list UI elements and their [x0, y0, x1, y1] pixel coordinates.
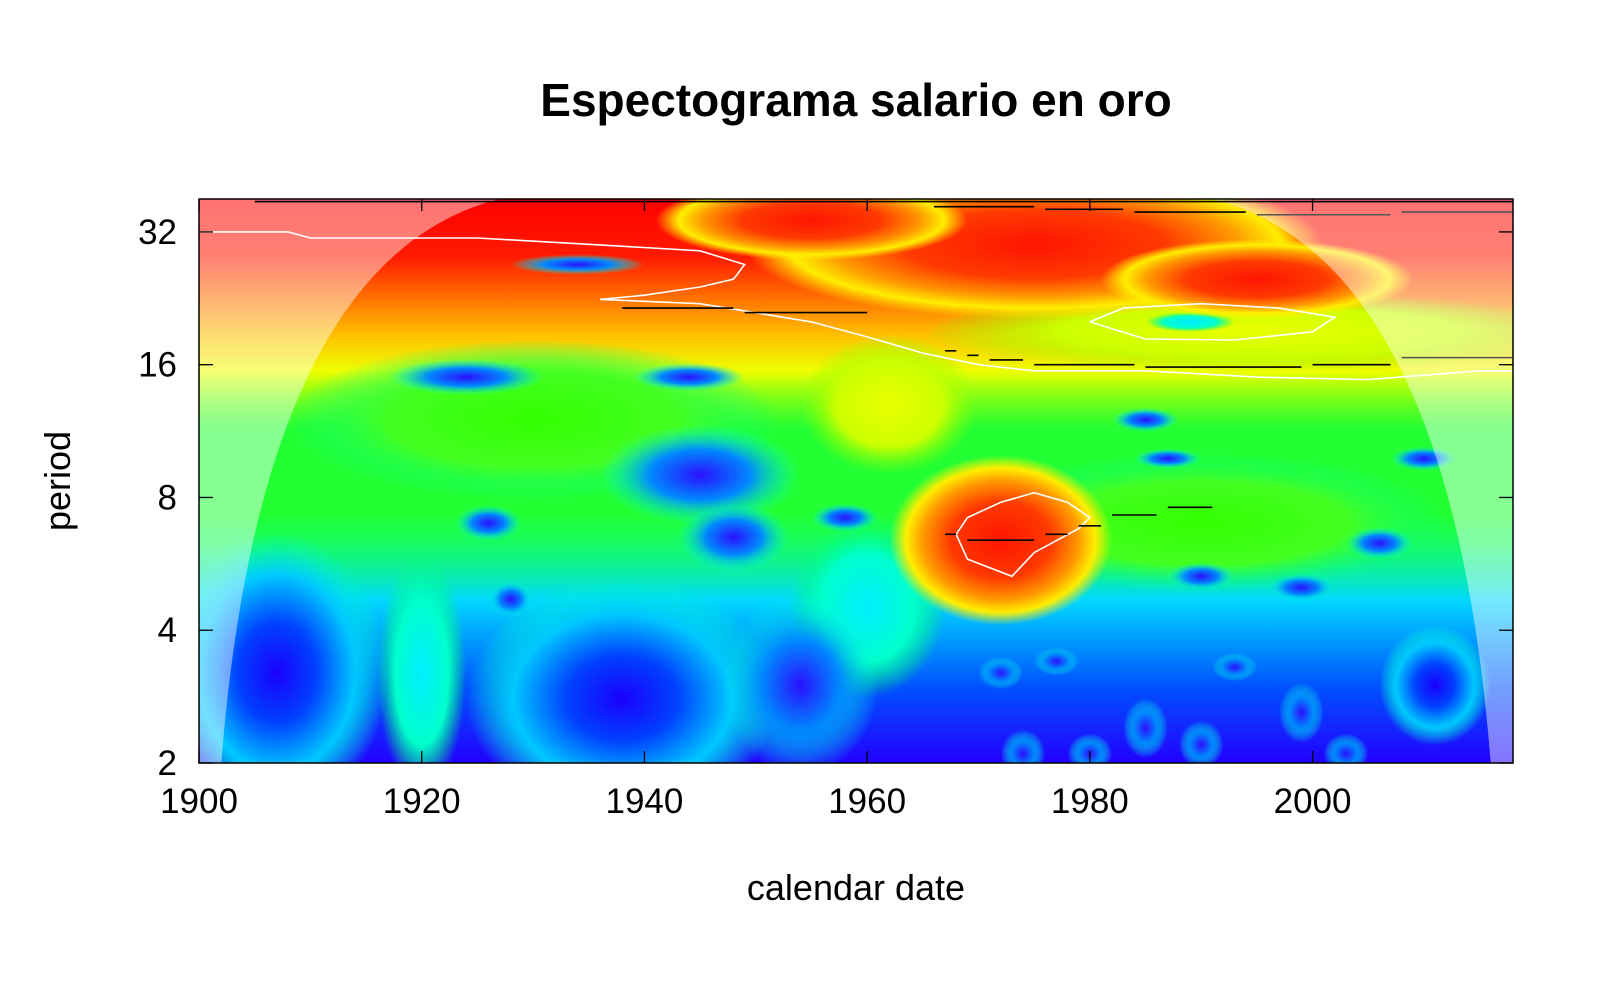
y-axis-label: period — [37, 431, 78, 531]
low-power-region — [978, 656, 1024, 689]
coi-left — [199, 199, 500, 763]
x-axis-label: calendar date — [747, 867, 965, 908]
x-axis: 1900 1920 1940 1960 1980 2000 — [160, 199, 1351, 821]
low-power-region — [1279, 682, 1324, 743]
low-power-region — [1390, 446, 1458, 471]
low-power-region — [722, 595, 879, 763]
x-tick-label: 1900 — [160, 782, 238, 821]
cone-of-influence — [199, 199, 1513, 763]
significance-contour — [955, 491, 1092, 578]
ridge-lines — [254, 200, 1513, 542]
y-axis: 2 4 8 16 32 — [138, 213, 1513, 783]
low-power-region — [199, 533, 389, 763]
significance-contour — [1089, 302, 1337, 341]
cyan-region — [377, 553, 467, 763]
plot-frame — [198, 198, 1514, 764]
yellow-region — [800, 334, 979, 475]
x-tick-label: 1960 — [828, 782, 906, 821]
low-power-region — [1000, 729, 1046, 763]
low-power-region — [1167, 562, 1235, 591]
y-tick-label: 16 — [138, 346, 177, 385]
low-power-region — [1123, 698, 1168, 759]
high-power-region — [1100, 239, 1413, 320]
low-power-region — [1067, 733, 1113, 763]
significance-contour — [199, 231, 1513, 381]
low-power-region — [811, 503, 879, 532]
low-power-region — [1178, 720, 1224, 763]
low-power-region — [1379, 625, 1491, 746]
x-tick-label: 2000 — [1274, 782, 1352, 821]
low-power-region — [633, 363, 745, 392]
y-tick-label: 32 — [138, 213, 177, 252]
low-power-region — [1268, 573, 1335, 602]
low-power-region — [1323, 733, 1369, 763]
low-power-region — [388, 359, 545, 396]
low-power-region — [677, 502, 790, 573]
low-power-region — [488, 581, 534, 618]
x-tick-label: 1920 — [383, 782, 461, 821]
y-tick-label: 2 — [158, 744, 177, 783]
coi-right — [1212, 199, 1513, 763]
low-power-region — [1034, 647, 1079, 676]
significance-contours — [199, 231, 1513, 578]
low-power-region — [455, 505, 522, 542]
low-power-region — [599, 424, 801, 525]
y-tick-label: 8 — [158, 478, 177, 517]
chart-title: Espectograma salario en oro — [540, 74, 1171, 126]
heatmap — [199, 199, 1513, 763]
x-tick-label: 1940 — [605, 782, 683, 821]
high-power-region — [655, 199, 968, 261]
y-tick-label: 4 — [158, 611, 177, 650]
low-power-region — [1134, 448, 1202, 469]
low-power-region — [1345, 527, 1413, 560]
x-tick-label: 1980 — [1051, 782, 1129, 821]
low-power-region — [510, 254, 645, 275]
low-power-region — [1112, 407, 1179, 432]
low-power-region — [466, 578, 779, 763]
low-power-region — [1212, 653, 1257, 682]
